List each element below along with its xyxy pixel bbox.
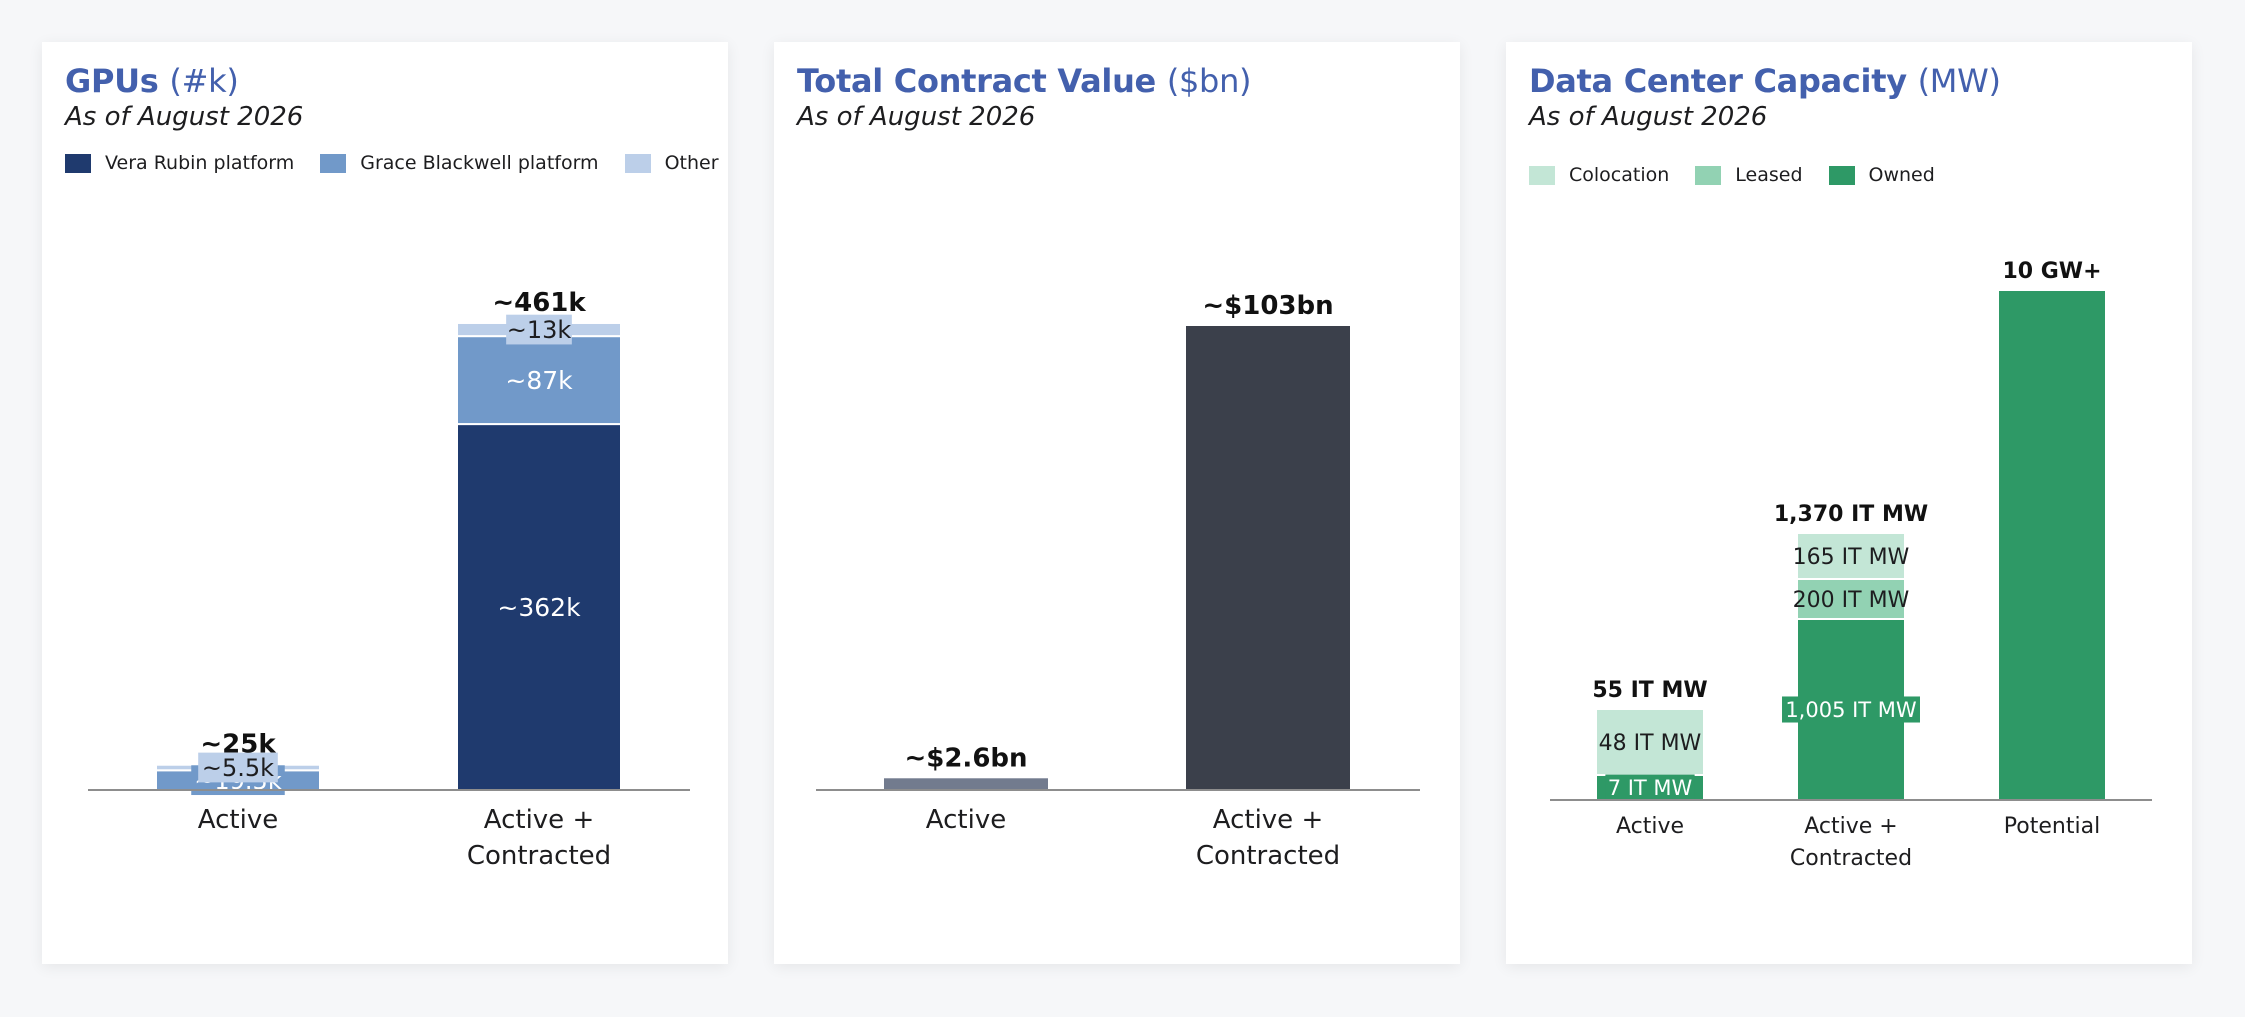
legend-label: Leased	[1735, 164, 1803, 186]
gpus-chart-subtitle: As of August 2026	[65, 102, 304, 132]
bar-total-label: ~25k	[200, 730, 276, 760]
bar-total-label: 10 GW+	[2002, 259, 2101, 284]
legend-label: Vera Rubin platform	[105, 152, 295, 174]
bar-segment	[456, 423, 622, 791]
bar	[1186, 326, 1350, 790]
category-label: Contracted	[1790, 846, 1912, 871]
legend-swatch	[624, 153, 651, 173]
legend-label: Other	[664, 152, 719, 174]
segment-label: ~5.5k	[202, 754, 274, 782]
bar-segment	[1595, 708, 1705, 776]
category-label: Active +	[484, 805, 594, 835]
category-label: Active	[1616, 814, 1684, 839]
legend-swatch	[1828, 165, 1855, 185]
segment-label: ~87k	[505, 366, 573, 395]
category-label: Active	[198, 805, 278, 835]
legend-item-grace-blackwell: Grace Blackwell platform	[320, 152, 599, 174]
legend-swatch	[1529, 165, 1555, 185]
gpus-title-text: GPUs	[65, 62, 159, 100]
segment-label: 200 IT MW	[1793, 588, 1910, 613]
tcv-chart-subtitle: As of August 2026	[797, 102, 1036, 132]
bar-segment	[1796, 578, 1906, 620]
legend-swatch	[1695, 165, 1722, 185]
tcv-chart-card: ~$2.6bn Active ~$103bn Active + Contracted T…	[774, 42, 1460, 964]
bar-value-label: ~$2.6bn	[904, 743, 1027, 773]
legend-item-other: Other	[624, 152, 719, 174]
tcv-title-text: Total Contract Value	[797, 62, 1156, 100]
category-label: Potential	[2004, 814, 2100, 839]
legend-item-leased: Leased	[1695, 164, 1803, 186]
bar-segment	[1997, 289, 2107, 801]
legend-item-vera-rubin: Vera Rubin platform	[65, 152, 294, 174]
gpus-legend: Vera Rubin platform Grace Blackwell plat…	[65, 152, 719, 174]
legend-label: Grace Blackwell platform	[360, 152, 599, 174]
segment-label-bg	[198, 752, 278, 783]
segment-label: 48 IT MW	[1599, 731, 1702, 756]
tcv-chart: ~$2.6bn Active ~$103bn Active + Contracted	[816, 291, 1420, 871]
bar-total-label: ~461k	[492, 288, 586, 318]
segment-label: 1,005 IT MW	[1785, 698, 1917, 722]
bar	[884, 778, 1048, 790]
legend-swatch	[320, 153, 347, 173]
legend-item-owned: Owned	[1828, 164, 1935, 186]
category-label: Contracted	[1196, 841, 1340, 871]
tcv-title-unit: ($bn)	[1166, 62, 1252, 100]
bar-value-label: ~$103bn	[1202, 291, 1333, 321]
tcv-chart-title: Total Contract Value ($bn)	[797, 62, 1252, 100]
segment-label: 7 IT MW	[1608, 776, 1693, 800]
dc-chart-card: 7 IT MW 48 IT MW 55 IT MW Active 1,005 IT MW…	[1506, 42, 2192, 964]
category-label: Active +	[1804, 814, 1897, 839]
segment-label: ~362k	[497, 593, 581, 622]
bar-total-label: 1,370 IT MW	[1774, 502, 1928, 527]
category-label: Active +	[1213, 805, 1323, 835]
segment-label: 165 IT MW	[1793, 545, 1910, 570]
legend-item-colocation: Colocation	[1529, 164, 1669, 186]
dc-chart: 7 IT MW 48 IT MW 55 IT MW Active 1,005 IT MW…	[1550, 259, 2152, 871]
dc-legend: Colocation Leased Owned	[1529, 164, 1935, 186]
bar-total-label: 55 IT MW	[1592, 678, 1707, 703]
dc-chart-title: Data Center Capacity (MW)	[1529, 62, 2001, 100]
dc-chart-subtitle: As of August 2026	[1529, 102, 1768, 132]
segment-label: ~13k	[507, 316, 572, 344]
gpus-title-unit: (#k)	[169, 62, 239, 100]
bar-segment	[456, 335, 622, 426]
legend-swatch	[65, 153, 91, 173]
dc-title-unit: (MW)	[1917, 62, 2001, 100]
dc-title-text: Data Center Capacity	[1529, 62, 1907, 100]
bar-segment	[1796, 532, 1906, 580]
legend-label: Colocation	[1569, 164, 1670, 186]
gpus-chart: ~19.5k~5.5k~25kActive~362k~87k~13k~461kA…	[88, 288, 690, 871]
category-label: Active	[926, 805, 1006, 835]
category-label: Contracted	[467, 841, 611, 871]
segment-label-bg	[1605, 774, 1695, 801]
gpus-chart-title: GPUs (#k)	[65, 62, 239, 100]
segment-label-bg	[506, 314, 572, 345]
segment-label-bg	[1782, 696, 1920, 723]
legend-label: Owned	[1868, 164, 1935, 186]
gpus-chart-card: ~19.5k~5.5k~25kActive~362k~87k~13k~461kA…	[42, 42, 728, 964]
